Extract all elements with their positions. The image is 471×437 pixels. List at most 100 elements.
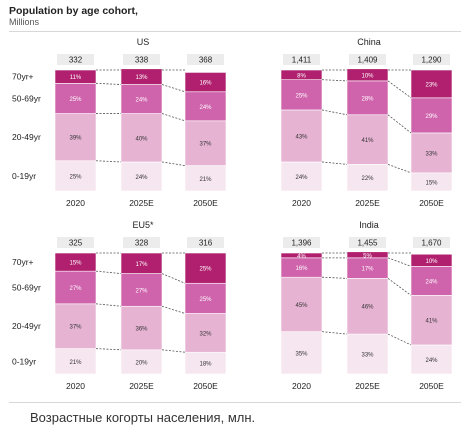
data-label: 33% bbox=[425, 151, 438, 157]
bar-segment bbox=[184, 282, 227, 314]
connector-line bbox=[387, 333, 412, 346]
segment-label: 20-49yr bbox=[12, 321, 41, 331]
segment-label: 50-69yr bbox=[12, 93, 41, 103]
data-label: 25% bbox=[69, 174, 82, 180]
total-label: 1,409 bbox=[357, 56, 378, 65]
data-label: 28% bbox=[361, 96, 374, 102]
chart-india: India 1,396 35% 45% 16% 4% 2020 1,455 33% 46% 17% 5… bbox=[280, 220, 453, 391]
panel-title-china: China bbox=[357, 37, 381, 47]
total-tag bbox=[123, 237, 160, 248]
bar-segment bbox=[280, 69, 323, 80]
panel-title-india: India bbox=[359, 220, 379, 230]
connector-line bbox=[387, 164, 412, 174]
data-label: 24% bbox=[425, 279, 438, 285]
total-tag bbox=[123, 54, 160, 65]
data-label: 18% bbox=[199, 362, 212, 368]
bar-segment bbox=[280, 109, 323, 163]
x-tick-label: 2020 bbox=[66, 381, 85, 391]
bar-segment bbox=[346, 80, 389, 116]
connector-line bbox=[387, 257, 412, 267]
data-label: 29% bbox=[425, 114, 438, 120]
bar-segment bbox=[346, 68, 389, 82]
panel-title-us: US bbox=[137, 37, 150, 47]
total-tag bbox=[187, 237, 224, 248]
x-tick-label: 2050E bbox=[193, 381, 218, 391]
bar-segment bbox=[184, 165, 227, 192]
connector-line bbox=[321, 79, 348, 82]
chart-subtitle: Millions bbox=[9, 17, 40, 27]
chart-eu5: EU5* 325 21% 37% 27% 15% 2020 328 20% 36% 27% 17% 20… bbox=[12, 220, 227, 391]
chart-title: Population by age cohort, bbox=[9, 5, 138, 17]
bar-segment bbox=[410, 253, 453, 267]
data-label: 36% bbox=[135, 327, 148, 333]
bar-segment bbox=[54, 160, 97, 192]
data-label: 20% bbox=[135, 360, 148, 366]
data-label: 45% bbox=[295, 303, 308, 309]
total-label: 325 bbox=[69, 239, 83, 248]
data-label: 27% bbox=[135, 288, 148, 294]
panel-china: China 1,411 24% 43% 25% 8% 2020 1,409 22% 41% 28% 1… bbox=[235, 33, 461, 221]
bar-segment bbox=[120, 273, 163, 307]
connector-line bbox=[387, 114, 412, 134]
bar-segment bbox=[410, 266, 453, 296]
connector-line bbox=[95, 82, 122, 85]
bar-segment bbox=[346, 278, 389, 335]
data-label: 25% bbox=[295, 93, 308, 99]
x-tick-label: 2050E bbox=[419, 198, 444, 208]
bar-segment bbox=[54, 303, 97, 349]
bar-segment bbox=[54, 113, 97, 162]
total-label: 1,411 bbox=[292, 56, 312, 65]
bar-segment bbox=[120, 68, 163, 85]
data-label: 39% bbox=[69, 136, 82, 142]
data-label: 25% bbox=[199, 267, 212, 273]
connector-line bbox=[95, 160, 122, 163]
bar-segment bbox=[54, 348, 97, 375]
data-label: 4% bbox=[297, 254, 306, 260]
total-label: 316 bbox=[199, 239, 213, 248]
connector-line bbox=[321, 276, 348, 279]
data-label: 23% bbox=[425, 82, 438, 88]
total-label: 368 bbox=[199, 56, 213, 65]
bar-segment bbox=[280, 252, 323, 259]
total-tag bbox=[283, 54, 320, 65]
x-tick-label: 2020 bbox=[292, 198, 311, 208]
connector-line bbox=[161, 84, 186, 93]
connector-line bbox=[161, 161, 186, 166]
chart-us: US 332 25% 39% 25% 11% 2020 338 24% 40% 24% 13% 2025… bbox=[12, 37, 227, 208]
bar-segment bbox=[184, 120, 227, 166]
bar-segment bbox=[410, 97, 453, 134]
data-label: 10% bbox=[361, 73, 374, 79]
x-tick-label: 2025E bbox=[355, 198, 380, 208]
bar-segment bbox=[410, 132, 453, 174]
data-label: 32% bbox=[199, 331, 212, 337]
data-label: 37% bbox=[69, 325, 82, 331]
total-label: 1,290 bbox=[421, 56, 442, 65]
bar-segment bbox=[280, 276, 323, 332]
bar-segment bbox=[120, 84, 163, 114]
data-label: 21% bbox=[199, 177, 212, 183]
bar-segment bbox=[54, 252, 97, 272]
segment-label: 0-19yr bbox=[12, 171, 36, 181]
bar-segment bbox=[54, 69, 97, 84]
segment-label: 70yr+ bbox=[12, 257, 34, 267]
data-label: 16% bbox=[199, 81, 212, 87]
connector-line bbox=[95, 270, 122, 274]
data-label: 40% bbox=[135, 136, 148, 142]
x-tick-label: 2025E bbox=[129, 198, 154, 208]
total-label: 338 bbox=[135, 56, 149, 65]
footer-divider bbox=[9, 402, 461, 403]
chart-china: China 1,411 24% 43% 25% 8% 2020 1,409 22% 41% 28% 1… bbox=[280, 37, 453, 208]
total-label: 328 bbox=[135, 239, 149, 248]
data-label: 11% bbox=[70, 75, 82, 81]
total-tag bbox=[349, 237, 386, 248]
bar-segment bbox=[410, 295, 453, 346]
bar-segment bbox=[346, 251, 389, 259]
x-tick-label: 2025E bbox=[129, 381, 154, 391]
total-tag bbox=[283, 237, 320, 248]
total-label: 1,455 bbox=[357, 239, 378, 248]
total-tag bbox=[349, 54, 386, 65]
data-label: 37% bbox=[199, 142, 212, 148]
total-tag bbox=[57, 54, 94, 65]
data-label: 25% bbox=[69, 97, 82, 103]
data-label: 17% bbox=[135, 262, 148, 268]
